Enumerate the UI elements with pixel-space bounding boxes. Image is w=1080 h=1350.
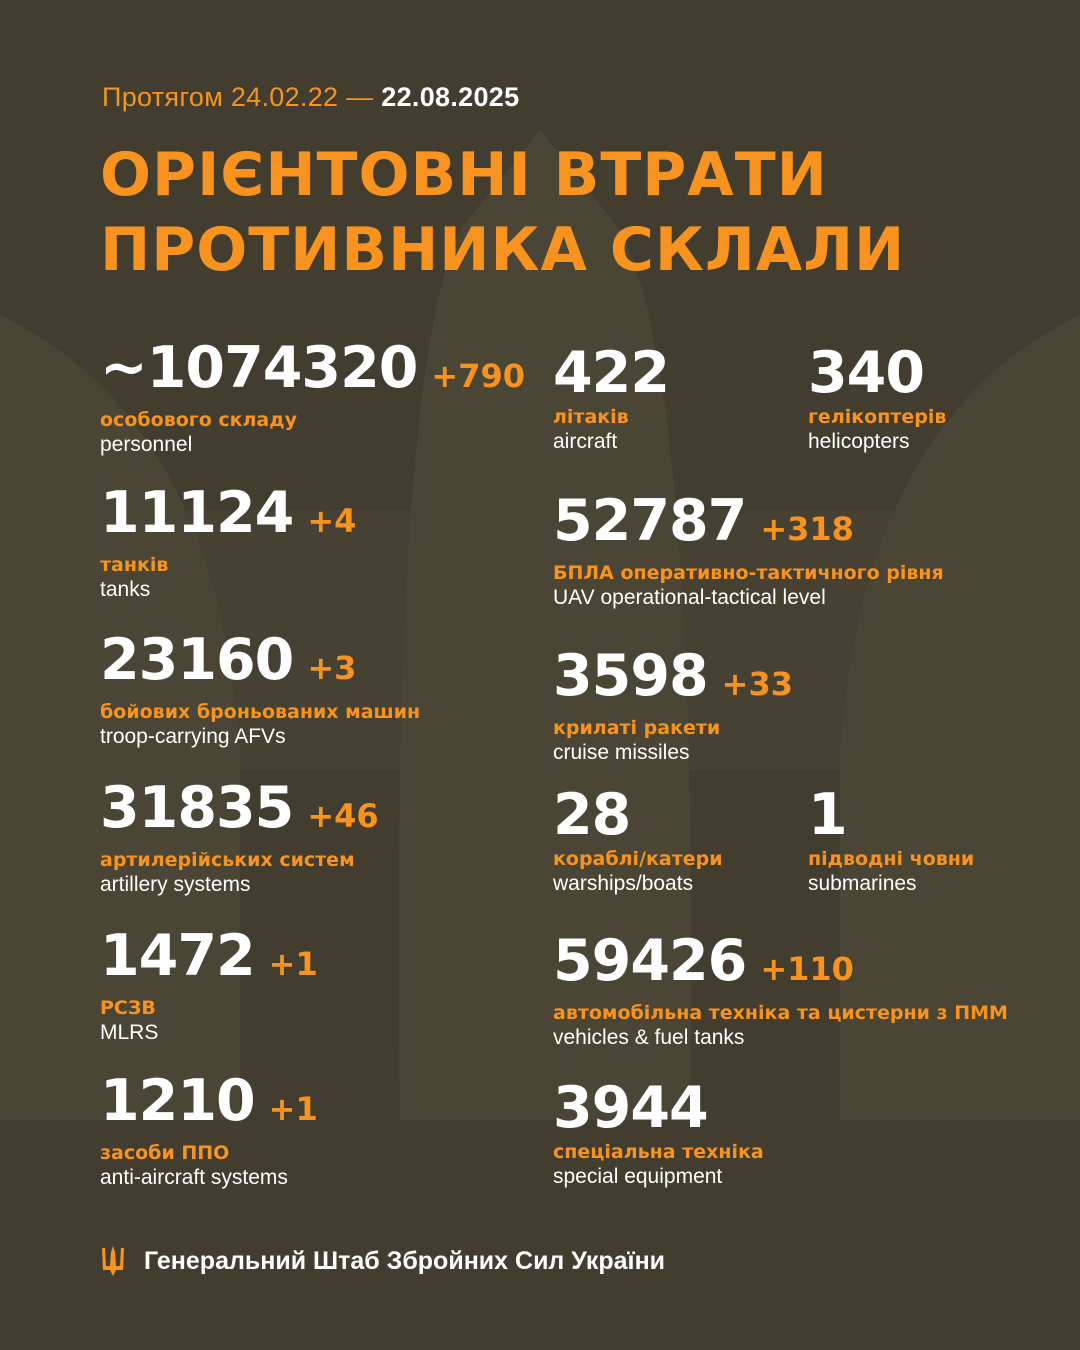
stat-value: 59426 +110 xyxy=(553,929,1008,1001)
stat-label-en: MLRS xyxy=(100,1021,159,1044)
stat-delta: +1 xyxy=(268,945,318,983)
stat-block: 28 кораблі/катери warships/boats xyxy=(553,783,723,896)
stat-value: 23160 +3 xyxy=(100,628,420,700)
stat-number: 3944 xyxy=(553,1075,709,1141)
title-line-1: ОРІЄНТОВНІ ВТРАТИ xyxy=(100,140,828,210)
stat-value: 11124 +4 xyxy=(100,481,356,553)
stat-label-ua: автомобільна техніка та цистерни з ПММ xyxy=(553,1002,1008,1024)
stat-block: 1472 +1 РСЗВ MLRS xyxy=(100,924,318,1045)
stat-number: 59426 xyxy=(553,928,747,994)
stat-block: 340 гелікоптерів helicopters xyxy=(808,341,946,454)
stat-delta: +790 xyxy=(431,357,525,395)
stat-value: ~1074320 +790 xyxy=(100,336,525,408)
stat-number: 3598 xyxy=(553,643,709,709)
stat-block: 23160 +3 бойових броньованих машин troop-ca… xyxy=(100,628,420,749)
footer: Генеральний Штаб Збройних Сил України xyxy=(100,1246,665,1276)
footer-text: Генеральний Штаб Збройних Сил України xyxy=(144,1246,666,1275)
stat-block: 59426 +110 автомобільна техніка та цистерн… xyxy=(553,929,1008,1050)
stat-block: 1210 +1 засоби ППО anti-aircraft systems xyxy=(100,1069,318,1190)
stat-label-en: artillery systems xyxy=(100,873,251,896)
stat-label-ua: артилерійських систем xyxy=(100,849,355,871)
stat-value: 3598 +33 xyxy=(553,644,793,716)
stat-label-ua: спеціальна техніка xyxy=(553,1141,764,1163)
stat-number: ~1074320 xyxy=(100,335,418,401)
stat-label-ua: танків xyxy=(100,554,169,576)
stat-delta: +46 xyxy=(307,797,379,835)
stat-label-en: vehicles & fuel tanks xyxy=(553,1026,745,1049)
stat-label-ua: гелікоптерів xyxy=(808,406,947,428)
stat-label-ua: літаків xyxy=(553,406,629,428)
stat-delta: +1 xyxy=(268,1090,318,1128)
stat-label-en: personnel xyxy=(100,433,193,456)
stat-value: 1 xyxy=(808,783,974,847)
stat-value: 31835 +46 xyxy=(100,776,379,848)
trident-icon xyxy=(102,1246,124,1276)
stat-label-ua: підводні човни xyxy=(808,848,975,870)
stat-block: 31835 +46 артилерійських систем artillery s… xyxy=(100,776,379,897)
stat-label-ua: крилаті ракети xyxy=(553,717,721,739)
stat-label-en: tanks xyxy=(100,578,151,601)
stat-delta: +110 xyxy=(760,950,854,988)
stat-label-en: cruise missiles xyxy=(553,741,690,764)
stat-label-en: submarines xyxy=(808,872,917,895)
stat-number: 31835 xyxy=(100,775,294,841)
stat-label-en: warships/boats xyxy=(553,872,694,895)
stat-block: 3944 спеціальна техніка special equipment xyxy=(553,1076,764,1189)
stat-block: 1 підводні човни submarines xyxy=(808,783,974,896)
stat-number: 28 xyxy=(553,782,631,848)
stat-number: 1210 xyxy=(100,1068,256,1134)
stat-value: 1472 +1 xyxy=(100,924,318,996)
stat-label-en: special equipment xyxy=(553,1165,723,1188)
stat-label-ua: особового складу xyxy=(100,409,297,431)
stat-label-ua: бойових броньованих машин xyxy=(100,701,421,723)
stat-value: 1210 +1 xyxy=(100,1069,318,1141)
period-start: Протягом 24.02.22 — xyxy=(102,82,374,112)
stat-delta: +4 xyxy=(307,502,357,540)
period-end: 22.08.2025 xyxy=(381,82,520,112)
stat-delta: +318 xyxy=(760,510,854,548)
stat-delta: +3 xyxy=(307,649,357,687)
stat-block: ~1074320 +790 особового складу personnel xyxy=(100,336,525,457)
stat-value: 3944 xyxy=(553,1076,764,1140)
stat-label-ua: РСЗВ xyxy=(100,997,156,1019)
stat-value: 28 xyxy=(553,783,723,847)
stat-block: 52787 +318 БПЛА оперативно-тактичного рівн… xyxy=(553,489,944,610)
stat-block: 422 літаків aircraft xyxy=(553,340,670,454)
title-line-2: ПРОТИВНИКА СКЛАЛИ xyxy=(100,215,906,285)
stat-number: 11124 xyxy=(100,480,294,546)
stat-number: 340 xyxy=(808,340,925,406)
stat-number: 1472 xyxy=(100,923,256,989)
stat-label-en: aircraft xyxy=(553,430,618,453)
page-title: ОРІЄНТОВНІ ВТРАТИ ПРОТИВНИКА СКЛАЛИ xyxy=(100,138,905,288)
stat-block: 11124 +4 танків tanks xyxy=(100,481,356,602)
stat-number: 52787 xyxy=(553,488,747,554)
stat-number: 23160 xyxy=(100,627,294,693)
stat-label-en: troop-carrying AFVs xyxy=(100,725,286,748)
stat-block: 3598 +33 крилаті ракети cruise missiles xyxy=(553,644,793,765)
period: Протягом 24.02.22 — 22.08.2025 xyxy=(102,82,519,113)
stat-number: 422 xyxy=(553,340,670,406)
stat-label-ua: кораблі/катери xyxy=(553,848,723,870)
stat-label-ua: засоби ППО xyxy=(100,1142,230,1164)
stat-value: 340 xyxy=(808,341,946,405)
stat-label-en: UAV operational-tactical level xyxy=(553,586,826,609)
stat-label-ua: БПЛА оперативно-тактичного рівня xyxy=(553,562,944,584)
stat-label-en: helicopters xyxy=(808,430,910,453)
stat-number: 1 xyxy=(808,782,848,848)
stat-value: 422 xyxy=(553,340,670,406)
stat-delta: +33 xyxy=(721,665,793,703)
stat-value: 52787 +318 xyxy=(553,489,944,561)
stat-label-en: anti-aircraft systems xyxy=(100,1166,288,1189)
